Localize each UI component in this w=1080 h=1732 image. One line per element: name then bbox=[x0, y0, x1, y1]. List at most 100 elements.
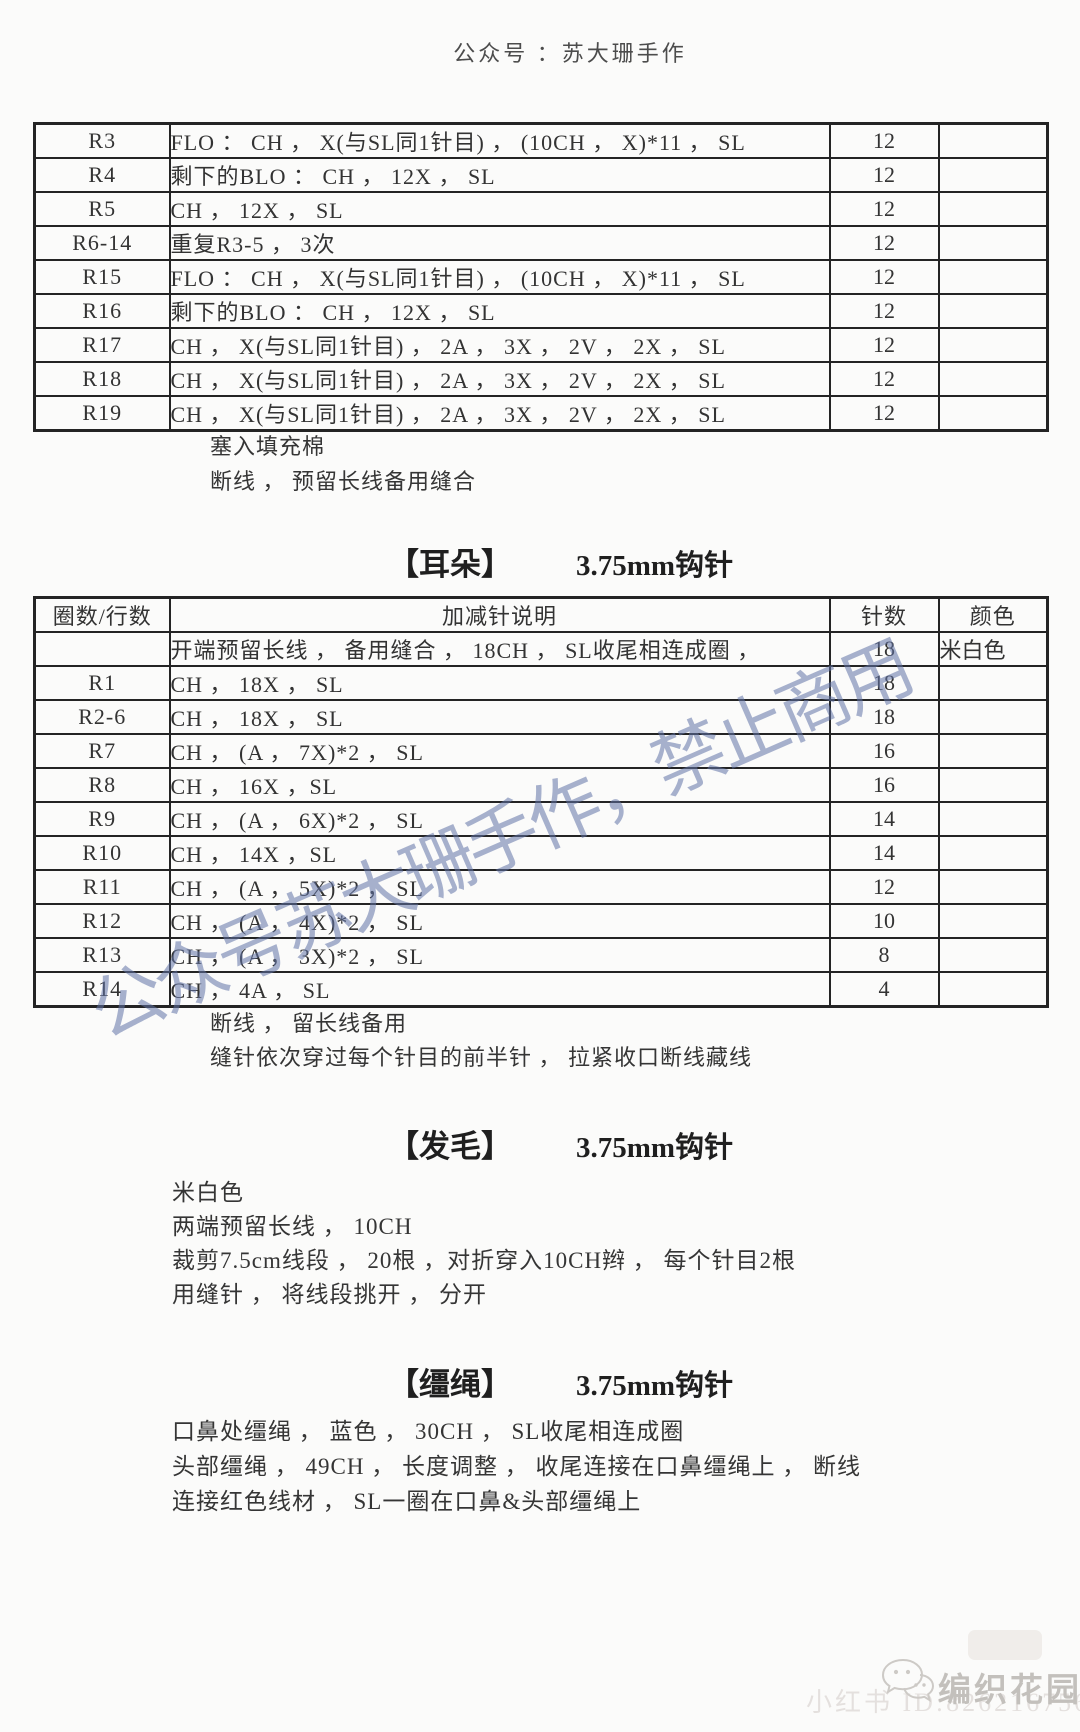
stitch-count: 10 bbox=[828, 903, 940, 939]
stitch-instructions: 开端预留长线 ， 备用缝合 ， 18CH ， SL收尾相连成圈 ， bbox=[168, 631, 831, 667]
section-heading-rein: 【缰绳】 3.75mm钩针 bbox=[388, 1359, 733, 1404]
row-label: R13 bbox=[33, 937, 171, 973]
stitch-instructions: 重复R3-5 ， 3次 bbox=[168, 225, 831, 261]
section-title: 【耳朵】 bbox=[388, 547, 512, 582]
color-cell bbox=[937, 361, 1049, 397]
instruction-line: 连接红色线材 ， SL一圈在口鼻&头部缰绳上 bbox=[172, 1489, 642, 1514]
stitch-count: 12 bbox=[828, 157, 940, 193]
stitch-instructions: CH ， 4A ， SL bbox=[168, 971, 831, 1008]
page-header: 公众号 ：苏大珊手作 bbox=[453, 41, 687, 66]
xiaohongshu-ghost-watermark: 小红书 ID:826216756 bbox=[806, 1688, 1080, 1717]
stitch-count: 12 bbox=[828, 225, 940, 261]
color-cell bbox=[937, 191, 1049, 227]
instruction-line: 米白色 bbox=[172, 1180, 244, 1205]
stitch-instructions: CH ， 16X ，SL bbox=[168, 767, 831, 803]
color-cell: 米白色 bbox=[937, 631, 1049, 667]
color-cell bbox=[937, 665, 1049, 701]
table-row: R15 FLO ： CH ， X(与SL同1针目) ， (10CH ， X)*1… bbox=[33, 259, 1049, 295]
col-header-color: 颜色 bbox=[937, 596, 1049, 633]
stitch-count: 14 bbox=[828, 801, 940, 837]
stitch-instructions: CH ， (A ， 4X)*2 ， SL bbox=[168, 903, 831, 939]
stitch-count: 18 bbox=[828, 665, 940, 701]
color-cell bbox=[937, 971, 1049, 1008]
section-heading-hair: 【发毛】 3.75mm钩针 bbox=[388, 1121, 733, 1166]
color-cell bbox=[937, 903, 1049, 939]
stitch-instructions: 剩下的BLO ： CH ， 12X ， SL bbox=[168, 293, 831, 329]
faded-app-badge bbox=[968, 1630, 1042, 1660]
stitch-instructions: CH ， 12X ， SL bbox=[168, 191, 831, 227]
note-line: 缝针依次穿过每个针目的前半针 ， 拉紧收口断线藏线 bbox=[210, 1045, 753, 1070]
table-row: R12 CH ， (A ， 4X)*2 ， SL 10 bbox=[33, 903, 1049, 939]
color-cell bbox=[937, 293, 1049, 329]
row-label: R12 bbox=[33, 903, 171, 939]
pattern-table-body-rows: R3 FLO ： CH ， X(与SL同1针目) ， (10CH ， X)*11… bbox=[33, 122, 1049, 432]
instruction-line: 头部缰绳 ， 49CH ， 长度调整 ， 收尾连接在口鼻缰绳上 ， 断线 bbox=[172, 1454, 861, 1479]
instruction-line: 口鼻处缰绳 ， 蓝色 ， 30CH ， SL收尾相连成圈 bbox=[172, 1419, 685, 1444]
color-cell bbox=[937, 733, 1049, 769]
stitch-count: 12 bbox=[828, 361, 940, 397]
rein-instructions: 口鼻处缰绳 ， 蓝色 ， 30CH ， SL收尾相连成圈 头部缰绳 ， 49CH… bbox=[172, 1414, 861, 1519]
stitch-count: 12 bbox=[828, 869, 940, 905]
color-cell bbox=[937, 835, 1049, 871]
hook-size: 3.75mm钩针 bbox=[576, 1132, 734, 1164]
stitch-count: 18 bbox=[828, 631, 940, 667]
hook-size: 3.75mm钩针 bbox=[576, 550, 734, 582]
color-cell bbox=[937, 937, 1049, 973]
stitch-count: 12 bbox=[828, 122, 940, 159]
stitch-count: 8 bbox=[828, 937, 940, 973]
stitch-instructions: FLO ： CH ， X(与SL同1针目) ， (10CH ， X)*11 ， … bbox=[168, 259, 831, 295]
row-label: R4 bbox=[33, 157, 171, 193]
col-header-count: 针数 bbox=[828, 596, 940, 633]
table-row: R18 CH ， X(与SL同1针目) ， 2A ， 3X ， 2V ， 2X … bbox=[33, 361, 1049, 397]
stitch-instructions: CH ， 14X ，SL bbox=[168, 835, 831, 871]
table-row: R10 CH ， 14X ，SL 14 bbox=[33, 835, 1049, 871]
row-label: R16 bbox=[33, 293, 171, 329]
row-label: R6-14 bbox=[33, 225, 171, 261]
row-label: R8 bbox=[33, 767, 171, 803]
table-row: R19 CH ， X(与SL同1针目) ， 2A ， 3X ， 2V ， 2X … bbox=[33, 395, 1049, 432]
stitch-instructions: CH ， (A ， 5X)*2 ， SL bbox=[168, 869, 831, 905]
color-cell bbox=[937, 225, 1049, 261]
row-label: R18 bbox=[33, 361, 171, 397]
stitch-instructions: CH ， (A ， 6X)*2 ， SL bbox=[168, 801, 831, 837]
weave-garden-logo-text: 编织花园 bbox=[938, 1673, 1080, 1709]
pattern-table-ear: 圈数/行数 加减针说明 针数 颜色 开端预留长线 ， 备用缝合 ， 18CH ，… bbox=[33, 596, 1049, 1008]
instruction-line: 裁剪7.5cm线段 ， 20根 ，对折穿入10CH辫 ， 每个针目2根 bbox=[172, 1248, 797, 1273]
notes-after-ear-table: 断线 ， 留长线备用 缝针依次穿过每个针目的前半针 ， 拉紧收口断线藏线 bbox=[210, 1007, 752, 1075]
table-row: R8 CH ， 16X ，SL 16 bbox=[33, 767, 1049, 803]
stitch-count: 4 bbox=[828, 971, 940, 1008]
wechat-bubbles-icon bbox=[878, 1656, 936, 1709]
note-line: 断线 ， 留长线备用 bbox=[210, 1011, 408, 1036]
color-cell bbox=[937, 259, 1049, 295]
row-label: R11 bbox=[33, 869, 171, 905]
row-label: R9 bbox=[33, 801, 171, 837]
table-row: 开端预留长线 ， 备用缝合 ， 18CH ， SL收尾相连成圈 ， 18 米白色 bbox=[33, 631, 1049, 667]
color-cell bbox=[937, 801, 1049, 837]
color-cell bbox=[937, 869, 1049, 905]
hook-size: 3.75mm钩针 bbox=[576, 1370, 734, 1402]
stitch-count: 18 bbox=[828, 699, 940, 735]
pattern-table-body: R3 FLO ： CH ， X(与SL同1针目) ， (10CH ， X)*11… bbox=[33, 122, 1049, 432]
pattern-table-ear-rows: 开端预留长线 ， 备用缝合 ， 18CH ， SL收尾相连成圈 ， 18 米白色… bbox=[33, 631, 1049, 1008]
color-cell bbox=[937, 157, 1049, 193]
color-cell bbox=[937, 699, 1049, 735]
instruction-line: 两端预留长线 ， 10CH bbox=[172, 1214, 413, 1239]
table-row: R6-14 重复R3-5 ， 3次 12 bbox=[33, 225, 1049, 261]
table-row: R3 FLO ： CH ， X(与SL同1针目) ， (10CH ， X)*11… bbox=[33, 122, 1049, 159]
stitch-instructions: CH ， 18X ， SL bbox=[168, 699, 831, 735]
row-label: R17 bbox=[33, 327, 171, 363]
row-label bbox=[33, 631, 171, 667]
row-label: R10 bbox=[33, 835, 171, 871]
color-cell bbox=[937, 395, 1049, 432]
col-header-stitch: 加减针说明 bbox=[168, 596, 831, 633]
note-line: 断线 ， 预留长线备用缝合 bbox=[210, 469, 477, 494]
stitch-count: 12 bbox=[828, 259, 940, 295]
table-row: R9 CH ， (A ， 6X)*2 ， SL 14 bbox=[33, 801, 1049, 837]
table-row: R17 CH ， X(与SL同1针目) ， 2A ， 3X ， 2V ， 2X … bbox=[33, 327, 1049, 363]
color-cell bbox=[937, 327, 1049, 363]
table-row: R1 CH ， 18X ， SL 18 bbox=[33, 665, 1049, 701]
stitch-instructions: CH ， X(与SL同1针目) ， 2A ， 3X ， 2V ， 2X ， SL bbox=[168, 327, 831, 363]
stitch-count: 12 bbox=[828, 327, 940, 363]
stitch-count: 14 bbox=[828, 835, 940, 871]
